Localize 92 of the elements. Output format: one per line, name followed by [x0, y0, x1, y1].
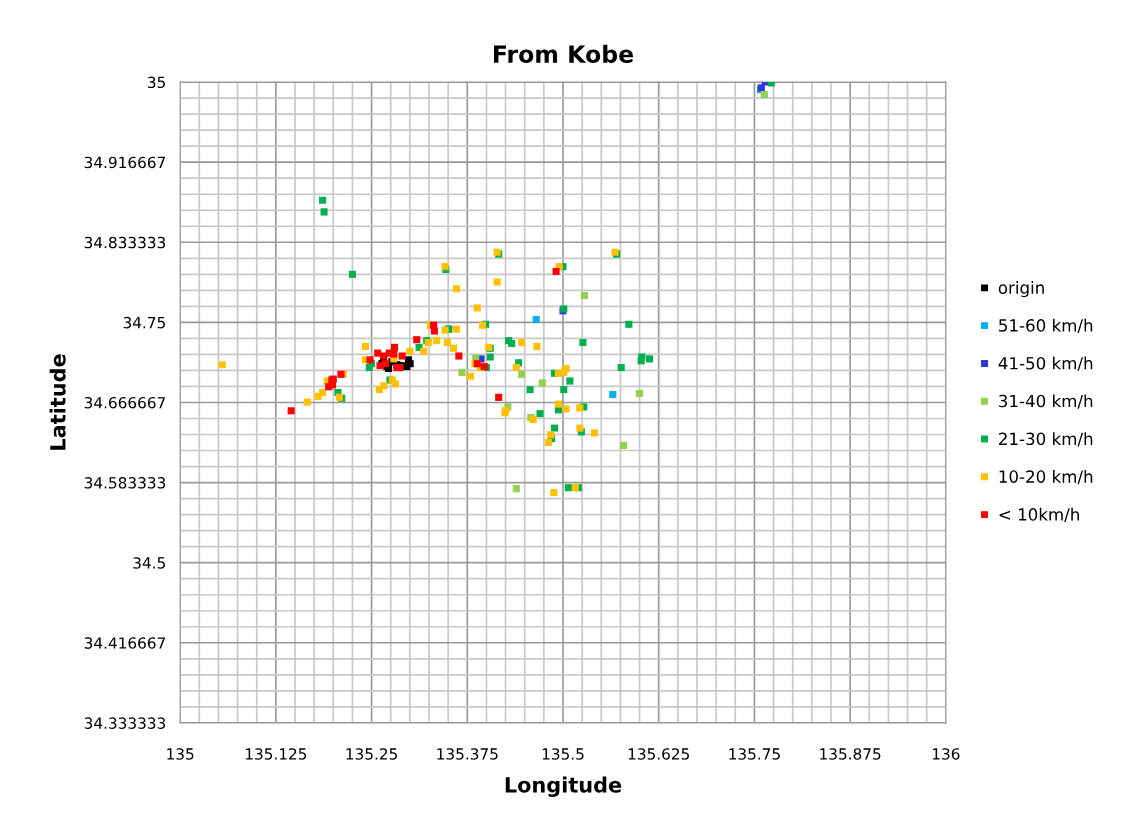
point	[390, 350, 398, 358]
point	[576, 404, 584, 412]
point	[466, 372, 474, 380]
legend-label: 10-20 km/h	[999, 470, 1093, 485]
point	[348, 270, 356, 278]
point	[406, 347, 414, 355]
point	[512, 364, 520, 372]
point	[544, 438, 552, 447]
point	[303, 398, 311, 406]
point	[551, 424, 559, 432]
point	[609, 390, 617, 399]
point	[430, 327, 438, 335]
point	[391, 380, 399, 388]
point	[512, 485, 520, 493]
point	[493, 278, 501, 286]
x-tick-label: 135.75	[729, 748, 780, 760]
legend-label: origin	[998, 281, 1044, 298]
point	[361, 342, 369, 350]
point	[433, 337, 441, 345]
point	[453, 325, 461, 333]
y-tick-label: 34.5	[133, 557, 165, 569]
point	[320, 208, 328, 216]
point	[319, 389, 327, 397]
point	[564, 484, 572, 492]
point	[538, 379, 546, 387]
legend-label: 51-60 km/h	[999, 318, 1093, 334]
point	[760, 91, 768, 99]
point	[486, 353, 494, 361]
point	[579, 339, 587, 347]
x-tick-label: 135.875	[820, 748, 881, 760]
point	[455, 352, 463, 360]
x-tick-label: 135.625	[628, 748, 689, 760]
point	[218, 361, 226, 369]
point	[547, 431, 555, 439]
point	[449, 344, 458, 352]
legend-label: < 10km/h	[999, 507, 1079, 523]
point	[636, 389, 644, 398]
x-tick-label: 135.375	[437, 748, 498, 760]
point	[391, 343, 399, 351]
point	[319, 196, 327, 204]
point	[566, 377, 574, 385]
point	[562, 364, 570, 373]
point	[645, 355, 654, 363]
point	[443, 339, 451, 347]
legend-label: 21-30 km/h	[999, 432, 1093, 447]
y-axis-title: Latitude	[49, 354, 66, 450]
legend-label: 41-50 km/h	[998, 356, 1093, 371]
point	[532, 315, 540, 324]
point	[366, 356, 374, 364]
point	[518, 339, 526, 347]
point	[325, 383, 333, 391]
point	[637, 357, 645, 365]
x-tick-label: 135.5	[542, 748, 584, 760]
point	[398, 352, 406, 360]
legend-label: 31-40 km/h	[999, 394, 1093, 409]
point	[473, 304, 481, 312]
point	[518, 370, 526, 378]
point	[533, 342, 541, 350]
point	[619, 441, 628, 449]
point	[287, 407, 295, 415]
y-tick-label: 34.583333	[84, 477, 166, 489]
point	[526, 386, 534, 394]
y-tick-label: 34.666667	[84, 396, 165, 409]
point	[590, 429, 598, 437]
point	[617, 364, 625, 372]
point	[550, 488, 558, 497]
point	[495, 393, 503, 401]
point	[413, 336, 421, 344]
y-tick-label: 34.333333	[84, 717, 166, 729]
point	[625, 320, 633, 328]
x-tick-label: 135	[167, 748, 194, 760]
point	[554, 400, 562, 408]
point	[580, 291, 588, 299]
point	[453, 285, 461, 293]
y-tick-label: 34.416667	[84, 637, 165, 649]
chart-title: From Kobe	[494, 44, 634, 63]
y-tick-label: 34.916667	[84, 156, 165, 169]
point	[458, 368, 466, 376]
point	[576, 424, 584, 432]
x-tick-label: 136	[932, 748, 960, 760]
y-tick-label: 35	[148, 76, 165, 89]
point	[380, 382, 388, 390]
x-tick-label: 135.125	[245, 748, 307, 760]
y-tick-label: 34.75	[123, 316, 165, 329]
x-tick-label: 135.25	[346, 748, 397, 760]
point	[552, 267, 560, 275]
point	[562, 405, 570, 413]
y-tick-label: 34.833333	[84, 236, 166, 249]
x-axis-title: Longitude	[505, 776, 622, 797]
point	[536, 410, 544, 418]
point	[420, 347, 428, 355]
point	[560, 386, 568, 394]
